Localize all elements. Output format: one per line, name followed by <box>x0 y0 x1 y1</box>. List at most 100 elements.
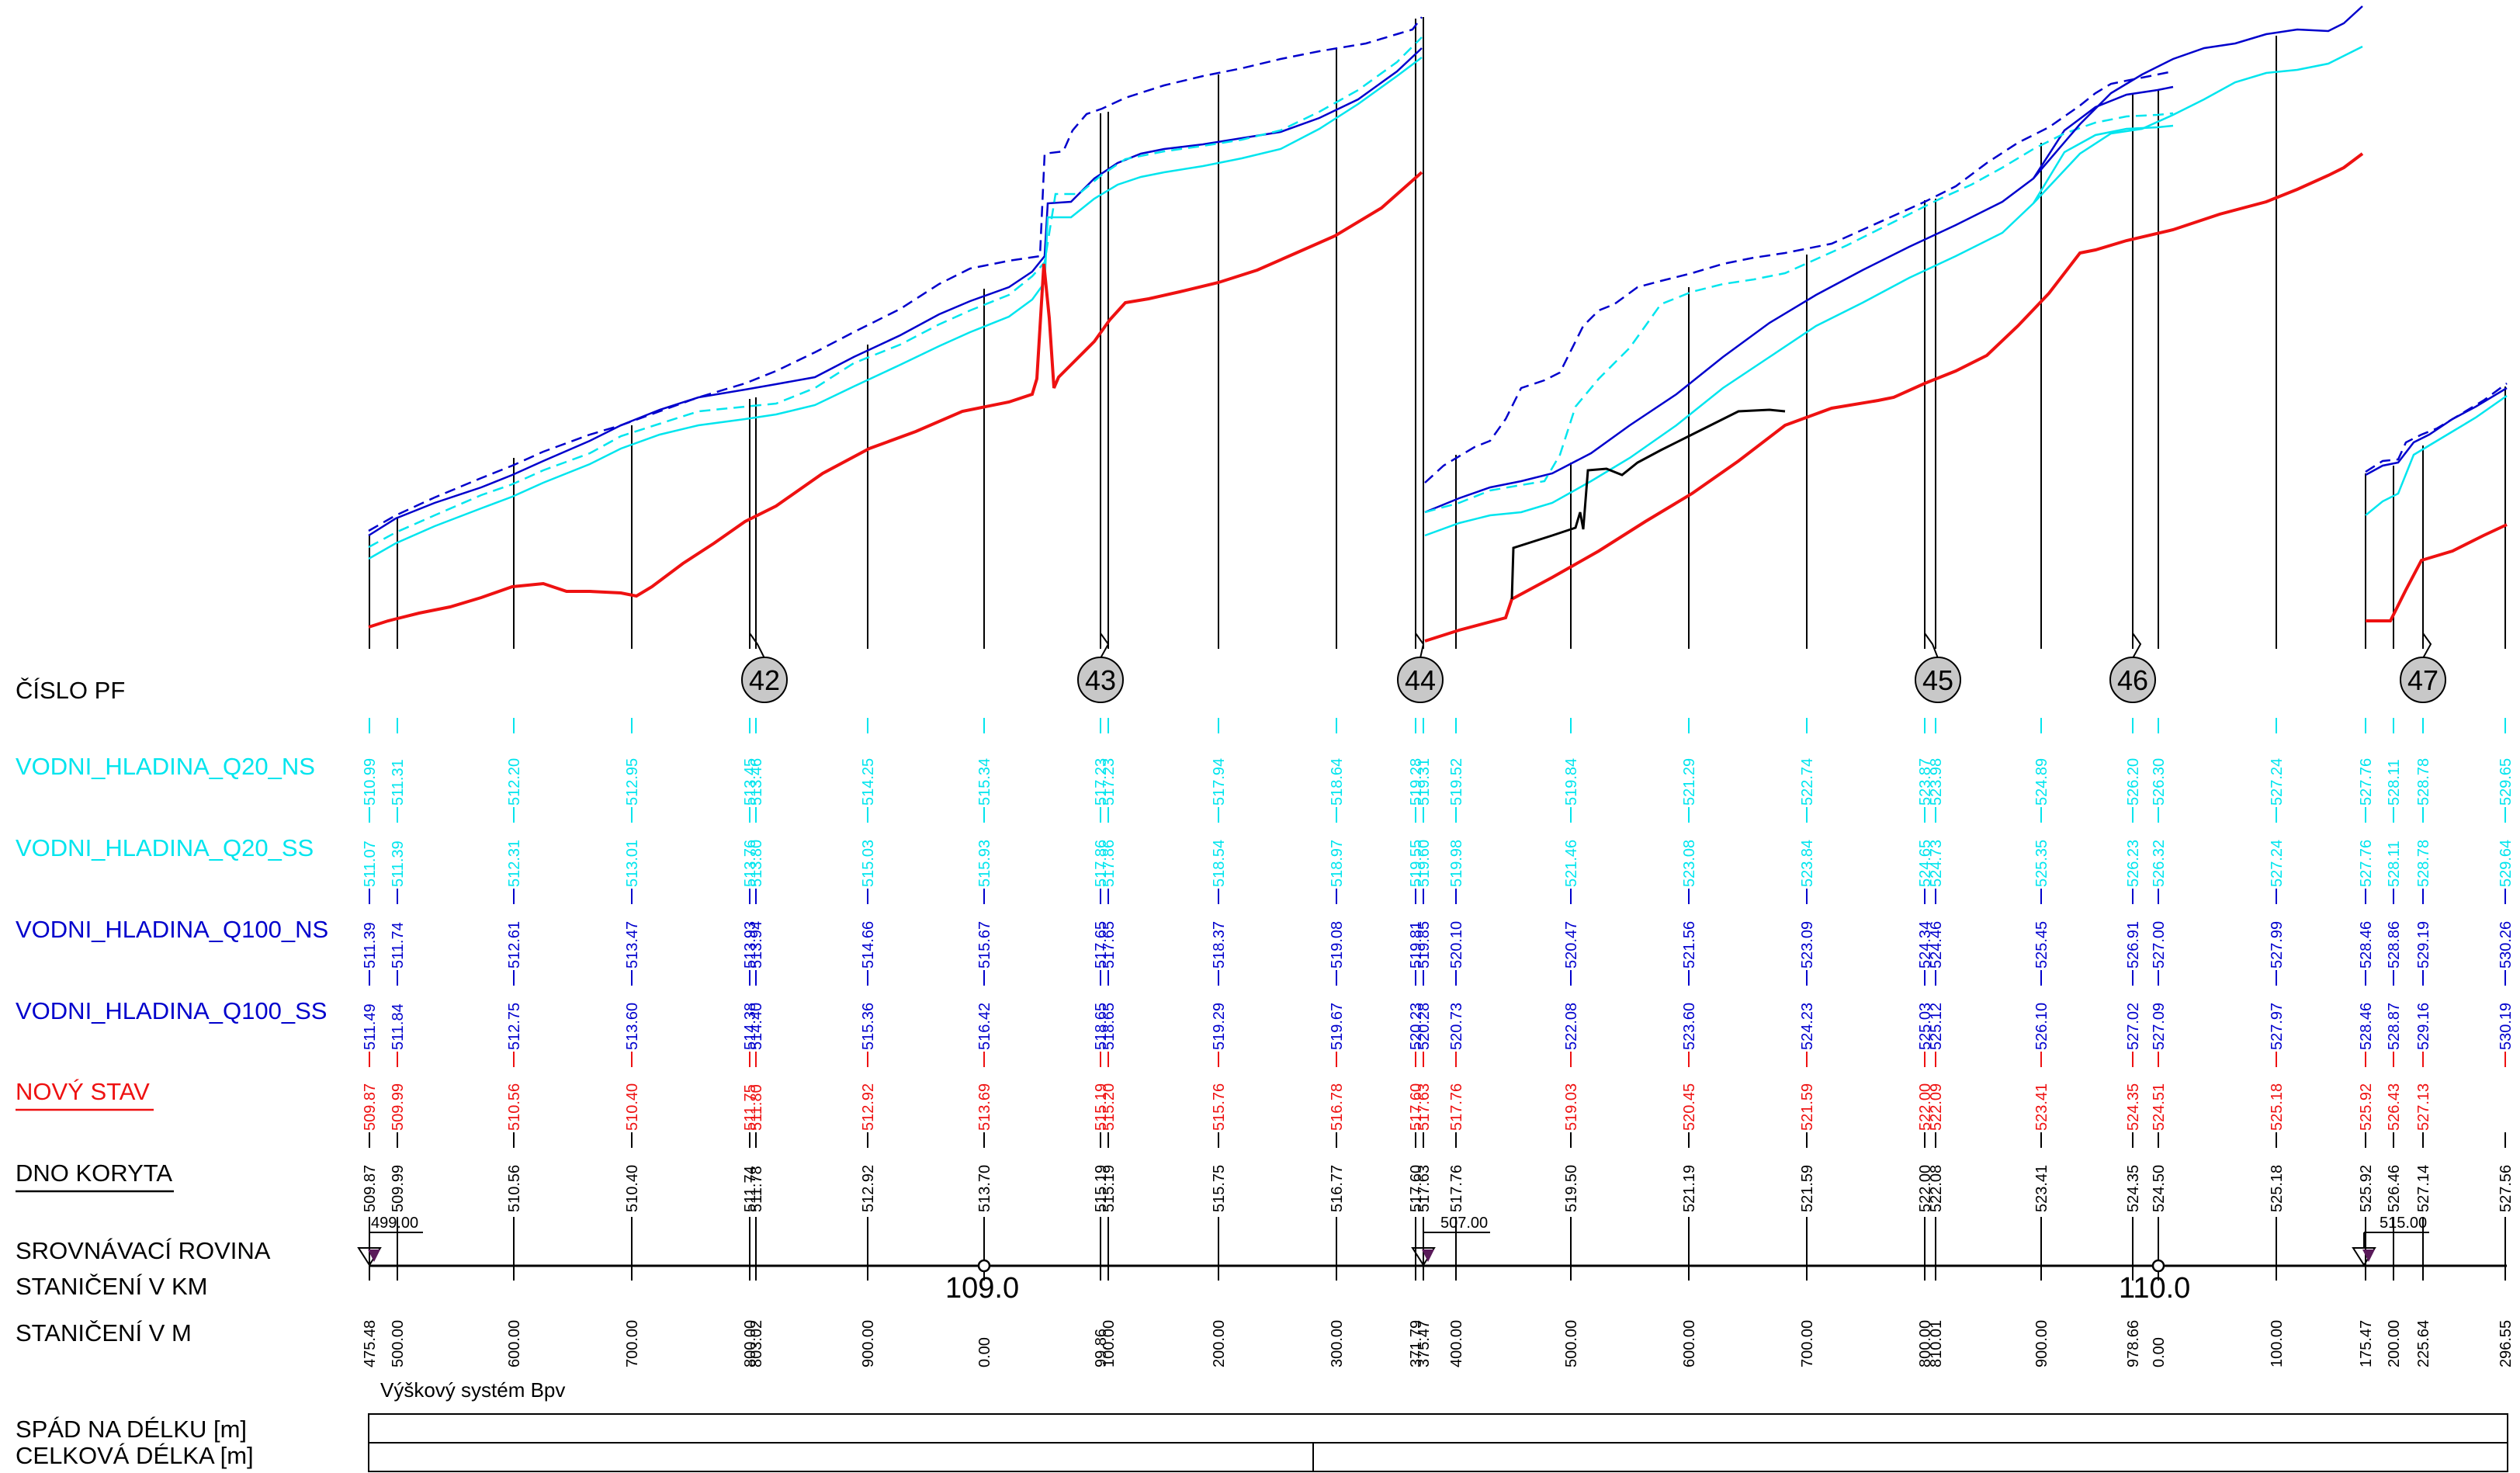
q100-ns-value: 528.46 <box>2358 921 2375 969</box>
q20-ns-value: 514.25 <box>860 758 877 806</box>
station-m-value: 400.00 <box>1448 1320 1465 1367</box>
station-m-value: 371.79 <box>1408 1320 1425 1367</box>
dno-koryta-value: 509.87 <box>362 1165 379 1212</box>
novy-stav-value: 517.60 <box>1408 1083 1425 1131</box>
novy-stav-value: 515.19 <box>1093 1083 1110 1131</box>
novy-stav-value: 516.78 <box>1329 1083 1346 1131</box>
q20-ns-value: 515.34 <box>976 758 993 806</box>
dno-koryta-value: 513.70 <box>976 1165 993 1212</box>
q20-ss-solid-right <box>2033 45 2363 204</box>
q100-ss-value: 518.65 <box>1101 1003 1118 1050</box>
station-m-value: 800.00 <box>742 1320 759 1367</box>
q100-ss-solid-right <box>2033 5 2363 179</box>
dno-koryta-value: 524.50 <box>2151 1165 2168 1212</box>
q20-ss-value: 518.54 <box>1211 840 1228 887</box>
novy-stav-value: 525.92 <box>2358 1083 2375 1131</box>
km-marker-109 <box>977 1259 991 1273</box>
q20-ns-value: 513.45 <box>742 758 759 806</box>
dno-koryta-value: 519.50 <box>1563 1165 1580 1212</box>
novy-stav-value: 509.87 <box>362 1083 379 1131</box>
q100-ss-value: 515.36 <box>860 1003 877 1050</box>
profile-bubble <box>2400 657 2446 703</box>
station-m-value: 800.00 <box>1917 1320 1934 1367</box>
novy-stav-value: 524.51 <box>2151 1083 2168 1131</box>
q100-ss-value: 514.40 <box>748 1003 765 1050</box>
q100-ns-value: 527.99 <box>2269 921 2286 969</box>
profile-number: 45 <box>1922 664 1953 696</box>
row-label-dno-koryta: DNO KORYTA <box>16 1159 172 1187</box>
novy-stav-value: 512.92 <box>860 1083 877 1131</box>
q100-ss-value: 527.02 <box>2125 1003 2142 1050</box>
q100-ss-value: 519.67 <box>1329 1003 1346 1050</box>
q20-ss-value: 513.80 <box>748 840 765 887</box>
q100-ns-value: 519.85 <box>1416 921 1433 969</box>
q100-ns-value: 524.34 <box>1917 921 1934 969</box>
profile-bubble <box>1915 657 1961 703</box>
dno-koryta-value: 517.63 <box>1416 1165 1433 1212</box>
novy-stav-value: 517.76 <box>1448 1083 1465 1131</box>
q20-ns-value: 510.99 <box>362 758 379 806</box>
station-m-value: 0.00 <box>976 1337 993 1367</box>
dno-koryta-value: 517.76 <box>1448 1165 1465 1212</box>
novy-stav-value: 524.35 <box>2125 1083 2142 1131</box>
q100-ns-dashed-far <box>2365 382 2508 473</box>
q20-ns-value: 513.46 <box>748 758 765 806</box>
station-m-value: 100.00 <box>1101 1320 1118 1367</box>
q20-ns-value: 524.89 <box>2033 758 2050 806</box>
q100-ss-solid-far <box>2365 386 2508 477</box>
q20-ss-value: 518.97 <box>1329 840 1346 887</box>
station-m-value: 600.00 <box>1681 1320 1698 1367</box>
dno-koryta-value: 522.00 <box>1917 1165 1934 1212</box>
q20-ns-value: 519.52 <box>1448 758 1465 806</box>
q100-ns-value: 513.94 <box>748 921 765 969</box>
q100-ss-value: 526.10 <box>2033 1003 2050 1050</box>
dno-koryta-value: 525.92 <box>2358 1165 2375 1212</box>
water-level-curves <box>368 5 2508 643</box>
profile-number: 47 <box>2407 664 2439 696</box>
q100-ns-value: 524.46 <box>1928 921 1945 969</box>
q100-ns-value: 511.74 <box>390 922 407 969</box>
q20-ss-value: 525.35 <box>2033 840 2050 887</box>
station-m-value: 0.00 <box>2151 1337 2168 1367</box>
dno-koryta-value: 511.74 <box>742 1166 759 1212</box>
bubble-leader <box>749 633 765 659</box>
q100-ns-value: 520.10 <box>1448 921 1465 969</box>
novy-stav-value: 526.43 <box>2386 1083 2403 1131</box>
q100-ss-value: 528.46 <box>2358 1003 2375 1050</box>
q100-ns-value: 513.47 <box>624 921 641 969</box>
dno-koryta-value: 527.14 <box>2415 1165 2432 1212</box>
q20-ns-value: 523.87 <box>1917 758 1934 806</box>
q20-ns-value: 519.84 <box>1563 758 1580 806</box>
q100-ns-value: 526.91 <box>2125 921 2142 969</box>
row-label-q20-ns: VODNI_HLADINA_Q20_NS <box>16 753 315 780</box>
q100-ns-value: 520.47 <box>1563 921 1580 969</box>
profile-bubble <box>1077 657 1124 703</box>
q100-ss-solid-mid <box>1424 85 2174 514</box>
vyskovy-system-note: Výškový systém Bpv <box>380 1378 565 1402</box>
q100-ss-solid-left <box>368 47 1423 537</box>
row-label-q100-ss: VODNI_HLADINA_Q100_SS <box>16 997 327 1024</box>
novy-stav-value: 511.80 <box>748 1084 765 1131</box>
q20-ss-value: 528.78 <box>2415 840 2432 887</box>
q100-ns-value: 529.19 <box>2415 921 2432 969</box>
q100-ns-value: 530.26 <box>2497 921 2515 969</box>
novy-stav-left <box>368 171 1423 629</box>
q100-ss-value: 528.87 <box>2386 1003 2403 1050</box>
novy-stav-value: 510.56 <box>506 1083 523 1131</box>
q100-ss-value: 518.65 <box>1093 1003 1110 1050</box>
q100-ns-value: 518.37 <box>1211 921 1228 969</box>
q20-ss-value: 517.86 <box>1101 840 1118 887</box>
q20-ss-solid-left <box>368 57 1423 560</box>
celkova-box <box>368 1442 2508 1472</box>
bubble-leader <box>1924 633 1939 659</box>
datum-value-right: 515.00 <box>2380 1215 2427 1232</box>
novy-stav-value: 522.09 <box>1928 1083 1945 1131</box>
bubble-leader <box>1415 633 1425 659</box>
q100-ns-value: 523.09 <box>1799 921 1816 969</box>
row-label-celkova: CELKOVÁ DÉLKA [m] <box>16 1442 254 1469</box>
dno-koryta-value: 526.46 <box>2386 1165 2403 1212</box>
q100-ns-value: 517.65 <box>1101 921 1118 969</box>
dno-koryta-value: 515.75 <box>1211 1165 1228 1212</box>
novy-stav-mid <box>1424 152 2364 643</box>
